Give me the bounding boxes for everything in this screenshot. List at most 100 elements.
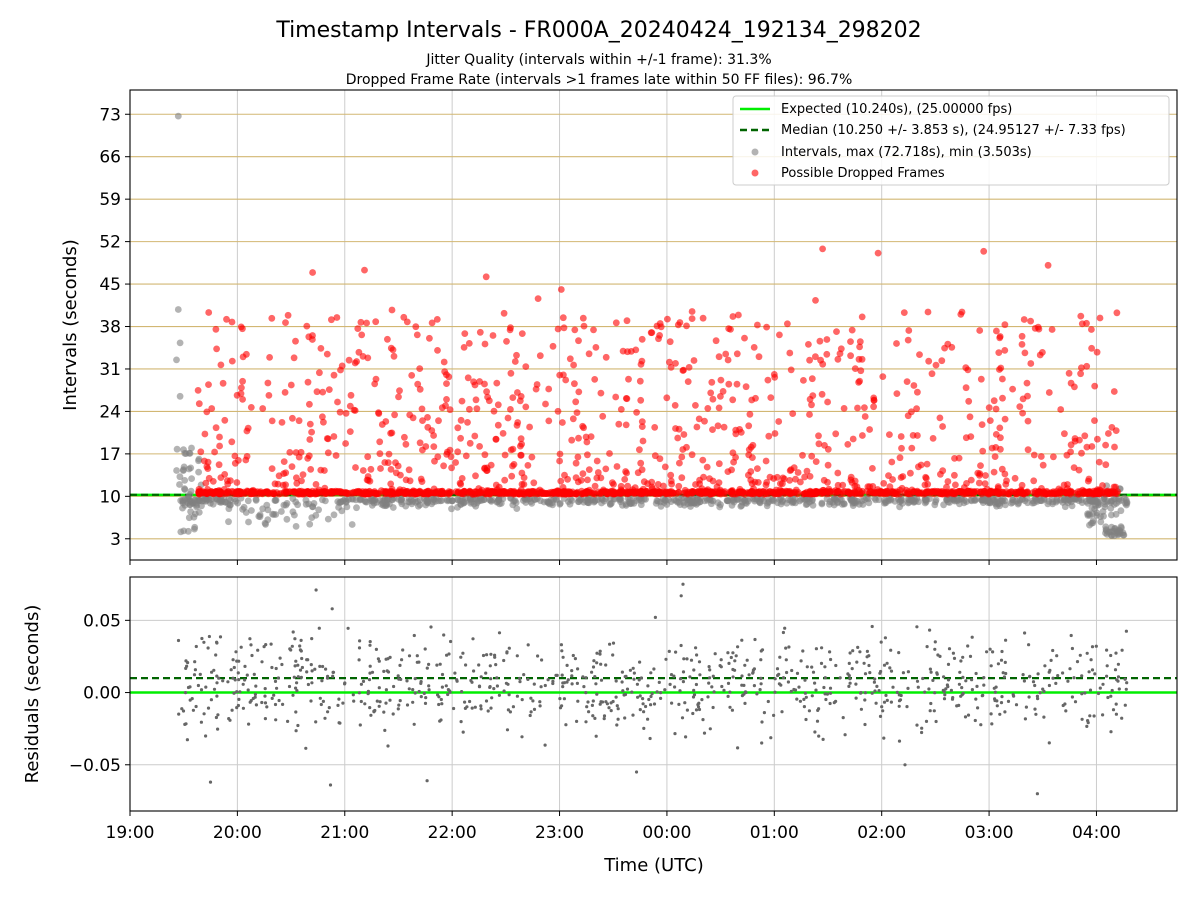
dropped-frame-point [1081, 432, 1088, 439]
x-tick-label: 00:00 [642, 823, 691, 843]
residual-point [712, 675, 715, 678]
dropped-frame-point [629, 486, 636, 493]
residual-point [947, 678, 950, 681]
residual-point [720, 665, 723, 668]
dropped-frame-point [991, 469, 998, 476]
interval-point [687, 500, 694, 507]
residual-point [670, 673, 673, 676]
interval-point [439, 497, 446, 504]
residual-point [883, 664, 886, 667]
residual-point [778, 656, 781, 659]
interval-point [724, 497, 731, 504]
residual-point [860, 708, 863, 711]
residual-point [611, 653, 614, 656]
dropped-frame-point [727, 326, 734, 333]
interval-point [834, 499, 841, 506]
residual-point [255, 703, 258, 706]
residual-point [586, 700, 589, 703]
residual-point [219, 635, 222, 638]
residual-point [232, 658, 235, 661]
dropped-frame-point [526, 424, 533, 431]
dropped-frame-point [575, 454, 582, 461]
dropped-frame-point [880, 480, 887, 487]
residual-point [642, 710, 645, 713]
residual-point [844, 733, 847, 736]
residual-point [998, 713, 1001, 716]
residual-point [516, 695, 519, 698]
dropped-frame-point [304, 455, 311, 462]
dropped-frame-point [874, 486, 881, 493]
residual-point [581, 675, 584, 678]
interval-point [769, 497, 776, 504]
residual-point [785, 658, 788, 661]
dropped-frame-point [704, 405, 711, 412]
dropped-frame-point [879, 373, 886, 380]
dropped-frame-point [812, 297, 819, 304]
dropped-frame-point [930, 435, 937, 442]
dropped-frame-point [614, 463, 621, 470]
interval-point [607, 501, 614, 508]
dropped-frame-point [982, 472, 989, 479]
residual-point [898, 740, 901, 743]
residual-point [397, 678, 400, 681]
residual-point [933, 709, 936, 712]
residual-point [897, 651, 900, 654]
top-y-tick-label: 52 [99, 233, 121, 253]
residual-point [310, 663, 313, 666]
residual-point [298, 644, 301, 647]
interval-point [796, 498, 803, 505]
residual-point [858, 650, 861, 653]
dropped-frame-point [316, 369, 323, 376]
residual-point [779, 684, 782, 687]
interval-point [876, 496, 883, 503]
residual-point [300, 639, 303, 642]
dropped-frame-point [463, 453, 470, 460]
dropped-frame-point [493, 436, 500, 443]
residual-point [536, 654, 539, 657]
residual-point [208, 635, 211, 638]
dropped-frame-point [736, 426, 743, 433]
residual-point [871, 625, 874, 628]
residual-point [955, 704, 958, 707]
dropped-frame-point [984, 486, 991, 493]
interval-point [972, 497, 979, 504]
dropped-frame-point [464, 419, 471, 426]
dropped-frame-point [282, 469, 289, 476]
dropped-frame-point [390, 346, 397, 353]
residual-point [563, 697, 566, 700]
dropped-frame-point [291, 354, 298, 361]
dropped-frame-point [1045, 262, 1052, 269]
dropped-frame-point [730, 449, 737, 456]
residual-point [642, 727, 645, 730]
dropped-frame-point [667, 472, 674, 479]
residual-point [322, 700, 325, 703]
residual-point [760, 741, 763, 744]
interval-point [272, 511, 279, 518]
residual-point [561, 674, 564, 677]
residual-point [177, 639, 180, 642]
dropped-frame-point [1088, 345, 1095, 352]
dropped-frame-point [667, 489, 674, 496]
residual-point [277, 676, 280, 679]
dropped-frame-point [441, 359, 448, 366]
dropped-frame-point [195, 387, 202, 394]
residual-point [708, 676, 711, 679]
dropped-frame-point [965, 398, 972, 405]
residual-point [848, 674, 851, 677]
residual-point [386, 744, 389, 747]
residual-point [805, 696, 808, 699]
dropped-frame-point [767, 394, 774, 401]
residual-point [684, 735, 687, 738]
dropped-frame-point [1114, 309, 1121, 316]
residual-point [274, 703, 277, 706]
interval-point [186, 466, 193, 473]
residual-point [518, 680, 521, 683]
chart-subtitle-dropped: Dropped Frame Rate (intervals >1 frames … [346, 72, 853, 88]
dropped-frame-point [999, 395, 1006, 402]
residual-point [319, 697, 322, 700]
chart-title: Timestamp Intervals - FR000A_20240424_19… [275, 18, 921, 43]
dropped-frame-point [963, 480, 970, 487]
dropped-frame-point [703, 487, 710, 494]
residual-point [663, 688, 666, 691]
dropped-frame-point [977, 462, 984, 469]
